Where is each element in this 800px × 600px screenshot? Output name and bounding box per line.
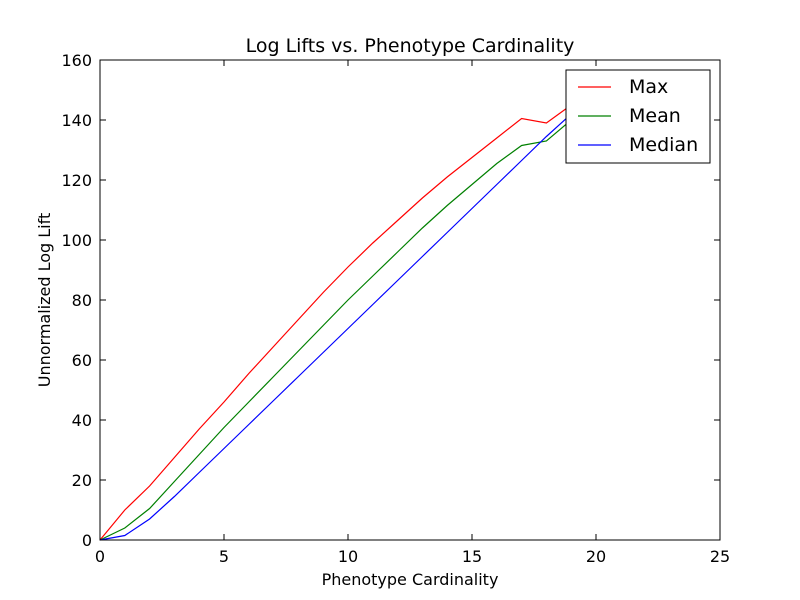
y-tick-label: 100 <box>61 231 92 250</box>
y-tick-label: 120 <box>61 171 92 190</box>
x-tick-label: 25 <box>710 547 730 566</box>
y-tick-label: 140 <box>61 111 92 130</box>
legend-label-median: Median <box>629 134 698 156</box>
y-tick-label: 160 <box>61 51 92 70</box>
legend-label-max: Max <box>629 76 668 98</box>
x-tick-label: 15 <box>462 547 482 566</box>
x-tick-label: 0 <box>95 547 105 566</box>
x-tick-label: 10 <box>338 547 358 566</box>
x-tick-label: 5 <box>219 547 229 566</box>
x-tick-label: 20 <box>586 547 606 566</box>
series-line-mean <box>99 116 597 541</box>
y-tick-label: 20 <box>72 471 92 490</box>
y-tick-label: 80 <box>72 291 92 310</box>
y-tick-label: 60 <box>72 351 92 370</box>
series-group <box>99 104 597 541</box>
legend: Max Mean Median <box>565 69 711 164</box>
series-line-max <box>99 104 596 541</box>
x-axis-label: Phenotype Cardinality <box>322 570 499 589</box>
ticks-group: 0 5 10 15 20 25 0 20 40 60 80 100 120 140 160 <box>61 51 730 566</box>
plot-frame <box>99 59 721 541</box>
series-line-median <box>99 104 597 541</box>
legend-label-mean: Mean <box>629 105 681 127</box>
y-tick-label: 40 <box>72 411 92 430</box>
y-axis-label: Unnormalized Log Lift <box>35 213 54 388</box>
chart-title: Log Lifts vs. Phenotype Cardinality <box>246 35 575 57</box>
y-tick-label: 0 <box>82 531 92 550</box>
